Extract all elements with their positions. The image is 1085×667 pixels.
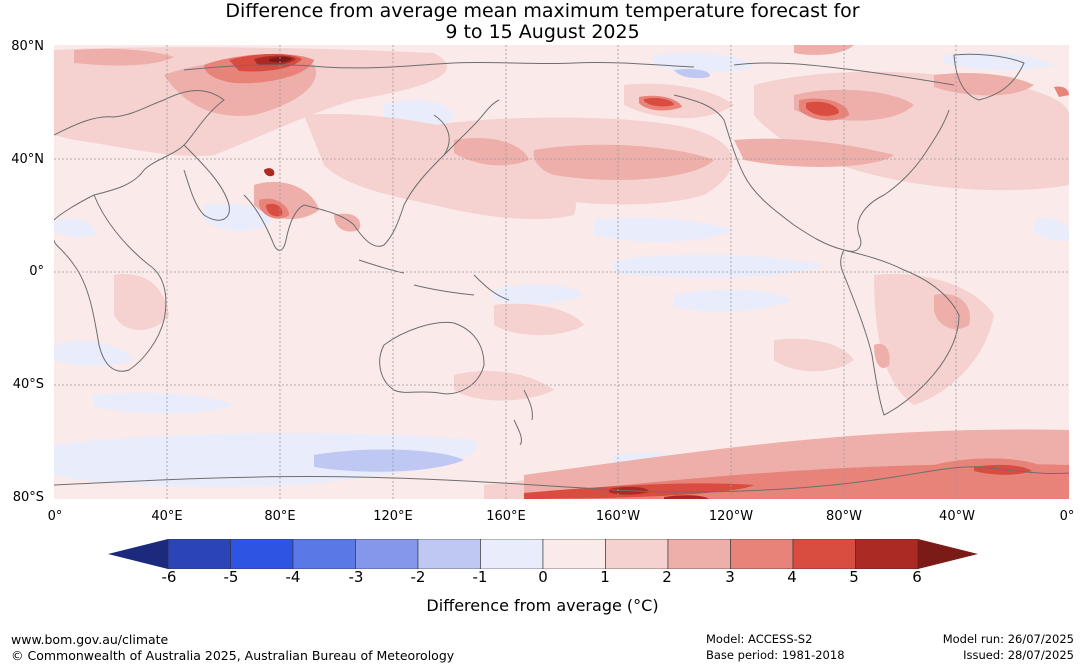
- lon-label-40e: 40°E: [151, 509, 183, 524]
- base-period-info: Base period: 1981-2018: [706, 648, 845, 662]
- colorbar-tick: -5: [223, 568, 239, 586]
- lat-label-80n: 80°N: [11, 39, 44, 54]
- colorbar-cell: [292, 539, 356, 569]
- colorbar-cell: [730, 539, 794, 569]
- model-info: Model: ACCESS-S2: [706, 632, 813, 646]
- colorbar-extend-high: [918, 539, 978, 569]
- colorbar-cell: [605, 539, 669, 569]
- lon-label-120w: 120°W: [708, 509, 754, 524]
- colorbar-tick: -6: [161, 568, 177, 586]
- colorbar-tick: 5: [849, 568, 859, 586]
- colorbar-tick: 1: [600, 568, 610, 586]
- colorbar-tick: 2: [662, 568, 672, 586]
- temperature-anomaly-map: [54, 45, 1069, 499]
- lon-label-80w: 80°W: [826, 509, 862, 524]
- colorbar-cell: [792, 539, 856, 569]
- colorbar-cell: [417, 539, 481, 569]
- lon-label-0-east: 0°: [1059, 509, 1075, 524]
- copyright-notice: © Commonwealth of Australia 2025, Austra…: [11, 648, 455, 663]
- lon-label-160e: 160°E: [486, 509, 526, 524]
- colorbar-tick: 4: [787, 568, 797, 586]
- lon-label-0-west: 0°: [47, 509, 63, 524]
- colorbar-label: Difference from average (°C): [426, 596, 659, 615]
- map-title-line-1: Difference from average mean maximum tem…: [225, 0, 860, 22]
- lat-label-0: 0°: [29, 264, 44, 279]
- colorbar-cell: [542, 539, 606, 569]
- colorbar-tick: -2: [410, 568, 426, 586]
- colorbar-cell: [355, 539, 419, 569]
- colorbar-tick: -4: [285, 568, 301, 586]
- lat-label-80s: 80°S: [12, 490, 44, 505]
- colorbar-tick: -1: [472, 568, 488, 586]
- colorbar-tick: -3: [348, 568, 364, 586]
- lat-label-40n: 40°N: [11, 152, 44, 167]
- lon-label-80e: 80°E: [264, 509, 296, 524]
- colorbar: [108, 539, 978, 569]
- colorbar-cell: [230, 539, 294, 569]
- lon-label-160w: 160°W: [595, 509, 641, 524]
- colorbar-cell: [667, 539, 731, 569]
- colorbar-cell: [167, 539, 231, 569]
- colorbar-tick: 3: [725, 568, 735, 586]
- anomaly-regions-cool: [54, 52, 1069, 487]
- graticule: [54, 45, 1069, 499]
- lon-label-40w: 40°W: [939, 509, 975, 524]
- lon-label-120e: 120°E: [373, 509, 413, 524]
- model-run-date: Model run: 26/07/2025: [942, 632, 1074, 646]
- colorbar-tick: 0: [538, 568, 548, 586]
- lat-label-40s: 40°S: [12, 377, 44, 392]
- colorbar-cell: [855, 539, 919, 569]
- source-url: www.bom.gov.au/climate: [11, 632, 169, 647]
- colorbar-extend-low: [108, 539, 168, 569]
- colorbar-cell: [480, 539, 544, 569]
- map-title-line-2: 9 to 15 August 2025: [445, 21, 640, 43]
- issued-date: Issued: 28/07/2025: [963, 648, 1074, 662]
- colorbar-tick: 6: [912, 568, 922, 586]
